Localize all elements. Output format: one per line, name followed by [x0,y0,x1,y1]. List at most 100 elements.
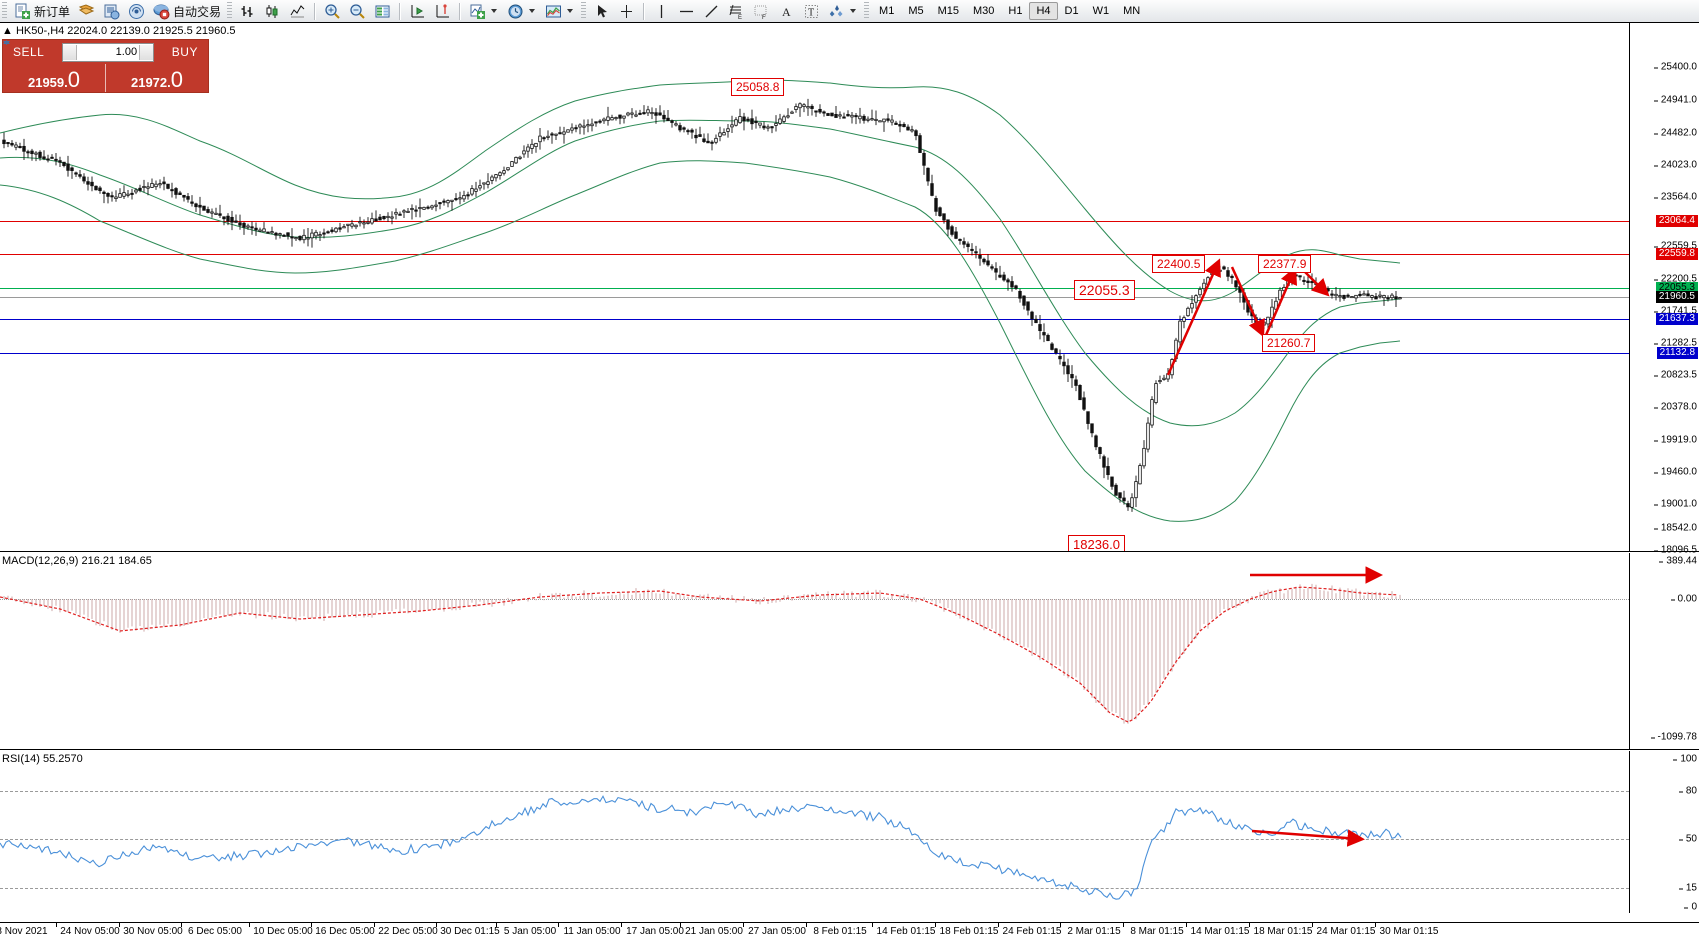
buy-price[interactable]: 21972 . 0 [106,64,208,92]
volume-input[interactable] [77,45,140,59]
cursor-button[interactable] [589,1,614,22]
timeframe-h4[interactable]: H4 [1029,2,1058,20]
time-axis-label: 5 Jan 05:00 [503,926,557,937]
annot-25058[interactable]: 25058.8 [731,78,785,96]
toolbar-grip-2[interactable] [227,2,233,20]
pane-separator-1[interactable] [0,551,1699,552]
zoom-in-button[interactable] [320,1,345,22]
price-plot[interactable]: 25058.8 22400.5 22377.9 22055.3 21260.7 … [0,23,1629,551]
timeframe-w1[interactable]: W1 [1092,5,1110,17]
toolbar-grip-3[interactable] [581,2,587,20]
new-order-button[interactable]: 新订单 [10,1,74,22]
macd-arrow[interactable] [0,553,1629,749]
candlestick [470,185,474,197]
level-line-21637[interactable] [0,319,1629,320]
bar-chart-button[interactable] [235,1,260,22]
price-pane[interactable]: 25058.8 22400.5 22377.9 22055.3 21260.7 … [0,23,1699,556]
level-line-23064[interactable] [0,221,1629,222]
main-toolbar: 新订单 [0,0,1699,23]
volume-decrement-button[interactable] [3,41,78,60]
candlestick [1118,492,1122,503]
sell-price[interactable]: 21959 . 0 [3,64,105,92]
annot-18236[interactable]: 18236.0 [1068,535,1125,551]
annot-22377[interactable]: 22377.9 [1258,255,1312,273]
pane-separator-2[interactable] [0,749,1699,750]
shapes-button[interactable] [824,1,862,22]
annot-22055[interactable]: 22055.3 [1074,280,1135,300]
toolbar-separator-3 [459,2,462,20]
expert-advisors-button[interactable] [74,1,99,22]
timeframe-m1[interactable]: M1 [879,5,895,17]
text-label-button[interactable]: T [799,1,824,22]
chevron-down-icon[interactable] [491,9,498,13]
chart-shift-button[interactable] [405,1,430,22]
macd-pane[interactable]: MACD(12,26,9) 216.21 184.65 389.44 0.00 -1… [0,553,1699,749]
timeframe-m15[interactable]: M15 [937,5,959,17]
rsi-axis[interactable]: 100 80 50 15 0 [1629,751,1699,913]
candlestick [630,108,634,119]
line-chart-button[interactable] [285,1,310,22]
fibonacci-button[interactable]: E [724,1,749,22]
equidistant-channel-button[interactable]: F [749,1,774,22]
trendline-button[interactable] [699,1,724,22]
price-axis[interactable]: 25400.0 24941.0 24482.0 24023.0 23564.0 23064… [1629,23,1699,556]
crosshair-button[interactable] [614,1,639,22]
candlestick [194,202,198,213]
candlestick [706,133,710,144]
rsi-pane[interactable]: RSI(14) 55.2570 100 80 50 15 0 [0,751,1699,913]
candlestick [270,226,274,235]
horizontal-line-button[interactable] [674,1,699,22]
trend-arrows[interactable] [0,23,1629,551]
candlestick [922,150,926,175]
vertical-line-button[interactable] [649,1,674,22]
candlestick [746,116,750,123]
timeframe-h1[interactable]: H1 [1008,5,1023,17]
sell-button[interactable]: SELL [13,45,45,59]
zoom-out-button[interactable] [345,1,370,22]
timeframe-mn[interactable]: MN [1123,5,1141,17]
add-indicator-button[interactable] [465,1,503,22]
buy-button[interactable]: BUY [171,45,198,59]
timeframe-m30[interactable]: M30 [973,5,995,17]
time-axis[interactable]: 8 Nov 2021 24 Nov 05:00 30 Nov 05:00 6 Dec … [0,922,1699,940]
templates-button[interactable] [541,1,579,22]
crosshair-icon [618,3,635,20]
level-line-22559[interactable] [0,254,1629,255]
toolbar-grip-4[interactable] [864,2,870,20]
annot-22400[interactable]: 22400.5 [1152,255,1206,273]
volume-increment-button[interactable] [3,40,154,60]
timeframe-d1[interactable]: D1 [1064,5,1079,17]
level-line-21132[interactable] [0,353,1629,354]
period-button[interactable] [503,1,541,22]
market-watch-button[interactable] [124,1,149,22]
auto-scroll-button[interactable] [430,1,455,22]
annot-21260[interactable]: 21260.7 [1262,334,1316,352]
rsi-arrow[interactable] [0,751,1629,913]
one-click-trading-panel[interactable]: SELL BUY [2,39,209,93]
candlestick [842,112,846,119]
terminal-button[interactable] [99,1,124,22]
candlestick-chart-button[interactable] [260,1,285,22]
chevron-down-icon-2[interactable] [529,9,536,13]
chevron-down-icon-4[interactable] [850,9,857,13]
text-button[interactable]: A [774,1,799,22]
macd-axis[interactable]: 389.44 0.00 -1099.78 [1629,553,1699,749]
toolbar-grip[interactable] [2,2,7,20]
chart-area[interactable]: 25058.8 22400.5 22377.9 22055.3 21260.7 … [0,22,1699,940]
rsi-plot[interactable]: RSI(14) 55.2570 [0,751,1629,913]
volume-stepper[interactable] [3,40,155,62]
candlestick [1078,384,1082,401]
candlestick [1090,423,1094,438]
candlestick [942,213,946,224]
level-line-22055[interactable] [0,288,1629,289]
timeframe-m5[interactable]: M5 [908,5,924,17]
candlestick [918,133,922,154]
candlestick [794,103,798,113]
candlestick [98,185,102,194]
macd-plot[interactable]: MACD(12,26,9) 216.21 184.65 [0,553,1629,749]
data-window-button[interactable] [370,1,395,22]
candlestick [670,119,674,128]
toolbar-separator-4 [643,2,646,20]
chevron-down-icon-3[interactable] [567,9,574,13]
auto-trading-button[interactable]: 自动交易 [149,1,225,22]
